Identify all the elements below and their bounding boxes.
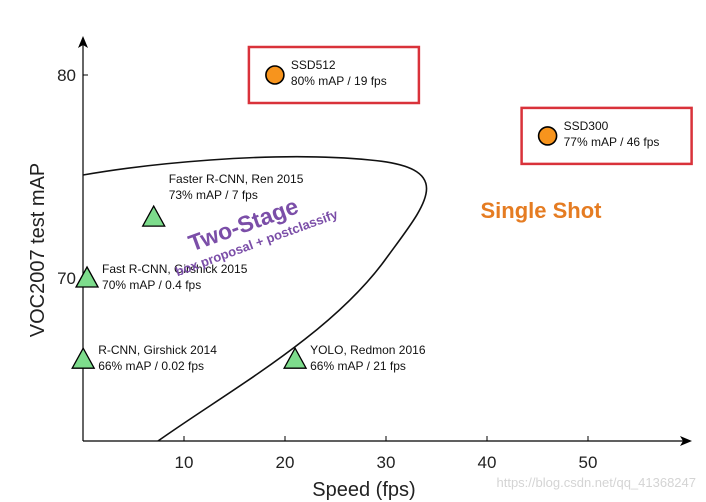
two-stage-boundary: [82, 155, 428, 442]
triangle-marker: [71, 346, 96, 369]
point-name-label: YOLO, Redmon 2016: [310, 343, 426, 357]
point-name-label: Fast R-CNN, Girshick 2015: [102, 262, 248, 276]
y-axis-label: VOC2007 test mAP: [27, 163, 49, 338]
x-tick-label: 40: [478, 453, 497, 472]
y-axis-arrowhead: [78, 36, 88, 48]
watermark: https://blog.csdn.net/qq_41368247: [497, 475, 697, 490]
data-points: [71, 65, 558, 369]
highlight-boxes: [247, 45, 693, 166]
triangle-marker: [283, 346, 308, 369]
point-name-label: SSD512: [291, 58, 336, 72]
x-tick-label: 50: [579, 453, 598, 472]
point-name-label: R-CNN, Girshick 2014: [98, 343, 217, 357]
point-labels: SSD512 80% mAP / 19 fps SSD300 77% mAP / 46…: [98, 58, 659, 373]
point-detail-label: 66% mAP / 21 fps: [310, 359, 406, 373]
highlight-box: [520, 106, 693, 166]
y-tick-label: 70: [57, 269, 76, 288]
x-axis-arrowhead: [680, 436, 692, 446]
single-shot-label: Single Shot: [481, 198, 603, 223]
circle-marker: [265, 65, 285, 85]
x-tick-label: 10: [175, 453, 194, 472]
point-detail-label: 70% mAP / 0.4 fps: [102, 278, 201, 292]
x-tick-label: 20: [276, 453, 295, 472]
point-name-label: SSD300: [564, 119, 609, 133]
point-detail-label: 77% mAP / 46 fps: [564, 135, 660, 149]
point-detail-label: 73% mAP / 7 fps: [169, 188, 258, 202]
triangle-marker: [141, 204, 166, 227]
y-tick-label: 80: [57, 66, 76, 85]
circle-marker: [537, 126, 558, 146]
point-detail-label: 80% mAP / 19 fps: [291, 74, 387, 88]
axes: 10 20 30 40 50 70 80: [57, 36, 692, 472]
x-axis-label: Speed (fps): [312, 479, 415, 501]
point-name-label: Faster R-CNN, Ren 2015: [169, 172, 304, 186]
two-stage-region: [82, 155, 428, 442]
point-detail-label: 66% mAP / 0.02 fps: [98, 359, 204, 373]
highlight-box: [247, 45, 421, 105]
x-tick-label: 30: [377, 453, 396, 472]
triangle-marker: [74, 265, 100, 288]
